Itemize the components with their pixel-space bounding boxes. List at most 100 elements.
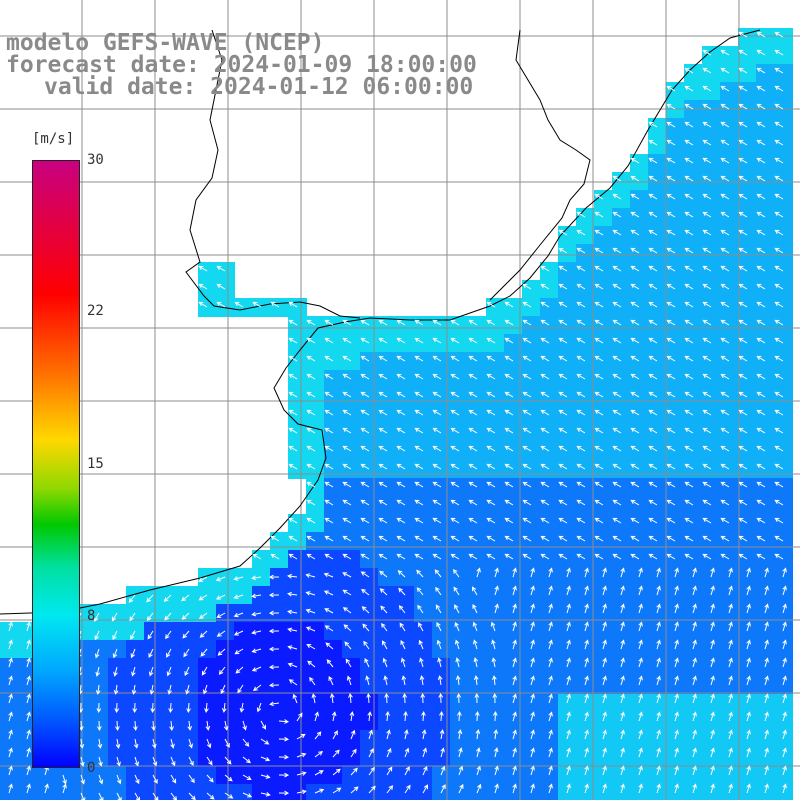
wind-arrow (268, 646, 280, 652)
wind-arrow (648, 337, 658, 344)
ocean-cell (630, 586, 649, 605)
ocean-cell (756, 424, 775, 443)
wind-arrow (692, 639, 697, 650)
wind-arrow (576, 535, 586, 542)
wind-arrow (576, 499, 586, 506)
ocean-cell (738, 208, 757, 227)
wind-arrow (540, 481, 550, 488)
wind-arrow (666, 553, 676, 560)
ocean-cell (396, 496, 415, 515)
ocean-cell (774, 388, 793, 407)
wind-arrow (217, 648, 226, 656)
ocean-cell (576, 334, 595, 353)
wind-arrow (684, 301, 694, 308)
wind-arrow (746, 639, 751, 650)
ocean-cell (666, 766, 685, 785)
wind-arrow (702, 211, 712, 218)
wind-arrow (454, 621, 460, 632)
ocean-cell (720, 388, 739, 407)
wind-arrow (702, 49, 712, 56)
ocean-cell (720, 694, 739, 713)
wind-arrow (94, 630, 100, 641)
wind-arrow (566, 621, 571, 632)
wind-arrow (342, 373, 352, 380)
wind-arrow (666, 535, 676, 542)
wind-arrow (674, 657, 679, 668)
wind-arrow (576, 337, 586, 344)
wind-arrow (476, 765, 481, 776)
ocean-cell (774, 712, 793, 731)
wind-arrow (666, 157, 676, 164)
ocean-cell (630, 460, 649, 479)
ocean-cell (216, 640, 235, 659)
wind-arrow (206, 738, 212, 749)
ocean-cell (666, 514, 685, 533)
wind-arrow (738, 319, 748, 326)
ocean-cell (414, 730, 433, 749)
ocean-cell (666, 712, 685, 731)
wind-arrow (368, 766, 375, 776)
wind-arrow (306, 427, 316, 434)
wind-arrow (630, 409, 640, 416)
wind-arrow (674, 603, 679, 614)
ocean-cell (396, 532, 415, 551)
wind-arrow (224, 774, 233, 782)
ocean-cell (756, 46, 775, 65)
wind-arrow (188, 738, 193, 749)
ocean-cell (558, 730, 577, 749)
wind-arrow (756, 157, 766, 164)
wind-arrow (404, 729, 409, 740)
wind-arrow (630, 481, 640, 488)
wind-arrow (287, 662, 298, 668)
ocean-cell (450, 712, 469, 731)
ocean-cell (630, 532, 649, 551)
ocean-cell (756, 604, 775, 623)
ocean-cell (216, 568, 235, 587)
wind-arrow (278, 754, 290, 760)
wind-arrow (684, 139, 694, 146)
wind-arrow (540, 265, 550, 272)
ocean-cell (324, 442, 343, 461)
ocean-cell (648, 676, 667, 695)
ocean-cell (630, 496, 649, 515)
ocean-cell (558, 748, 577, 767)
ocean-cell (432, 370, 451, 389)
ocean-cell (684, 550, 703, 569)
ocean-cell (612, 496, 631, 515)
wind-arrow (200, 648, 208, 657)
wind-arrow (620, 693, 625, 704)
ocean-cell (720, 766, 739, 785)
ocean-cell (594, 352, 613, 371)
ocean-cell (504, 640, 523, 659)
wind-arrow (702, 535, 712, 542)
wind-arrow (8, 693, 13, 704)
ocean-cell (288, 586, 307, 605)
ocean-cell (522, 352, 541, 371)
ocean-cell (774, 478, 793, 497)
wind-arrow (630, 355, 640, 362)
wind-arrow (720, 247, 730, 254)
wind-arrow (728, 729, 733, 740)
ocean-cell (630, 388, 649, 407)
ocean-cell (486, 658, 505, 677)
ocean-cell (0, 622, 19, 641)
wind-arrow (378, 355, 388, 362)
wind-arrow (342, 607, 352, 614)
wind-arrow (720, 283, 730, 290)
wind-arrow (612, 409, 622, 416)
wind-arrow (361, 606, 370, 614)
ocean-cell (774, 694, 793, 713)
ocean-cell (522, 658, 541, 677)
ocean-cell (774, 586, 793, 605)
wind-arrow (206, 756, 213, 766)
ocean-cell (450, 496, 469, 515)
wind-arrow (288, 391, 298, 398)
wind-arrow (666, 193, 676, 200)
wind-arrow (494, 603, 499, 614)
ocean-cell (702, 604, 721, 623)
ocean-cell (684, 118, 703, 137)
ocean-cell (756, 190, 775, 209)
wind-arrow (26, 783, 31, 794)
ocean-cell (558, 334, 577, 353)
wind-arrow (80, 774, 85, 785)
